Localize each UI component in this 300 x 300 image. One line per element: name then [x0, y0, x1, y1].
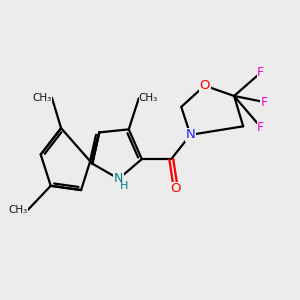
Text: H: H — [120, 181, 128, 190]
Text: F: F — [261, 95, 268, 109]
Text: N: N — [185, 128, 195, 141]
Text: CH₃: CH₃ — [8, 205, 28, 215]
Text: F: F — [257, 66, 264, 79]
Text: O: O — [171, 182, 181, 195]
Text: N: N — [114, 172, 123, 185]
Text: CH₃: CH₃ — [139, 93, 158, 103]
Text: F: F — [257, 121, 264, 134]
Text: O: O — [200, 79, 210, 92]
Text: CH₃: CH₃ — [33, 93, 52, 103]
